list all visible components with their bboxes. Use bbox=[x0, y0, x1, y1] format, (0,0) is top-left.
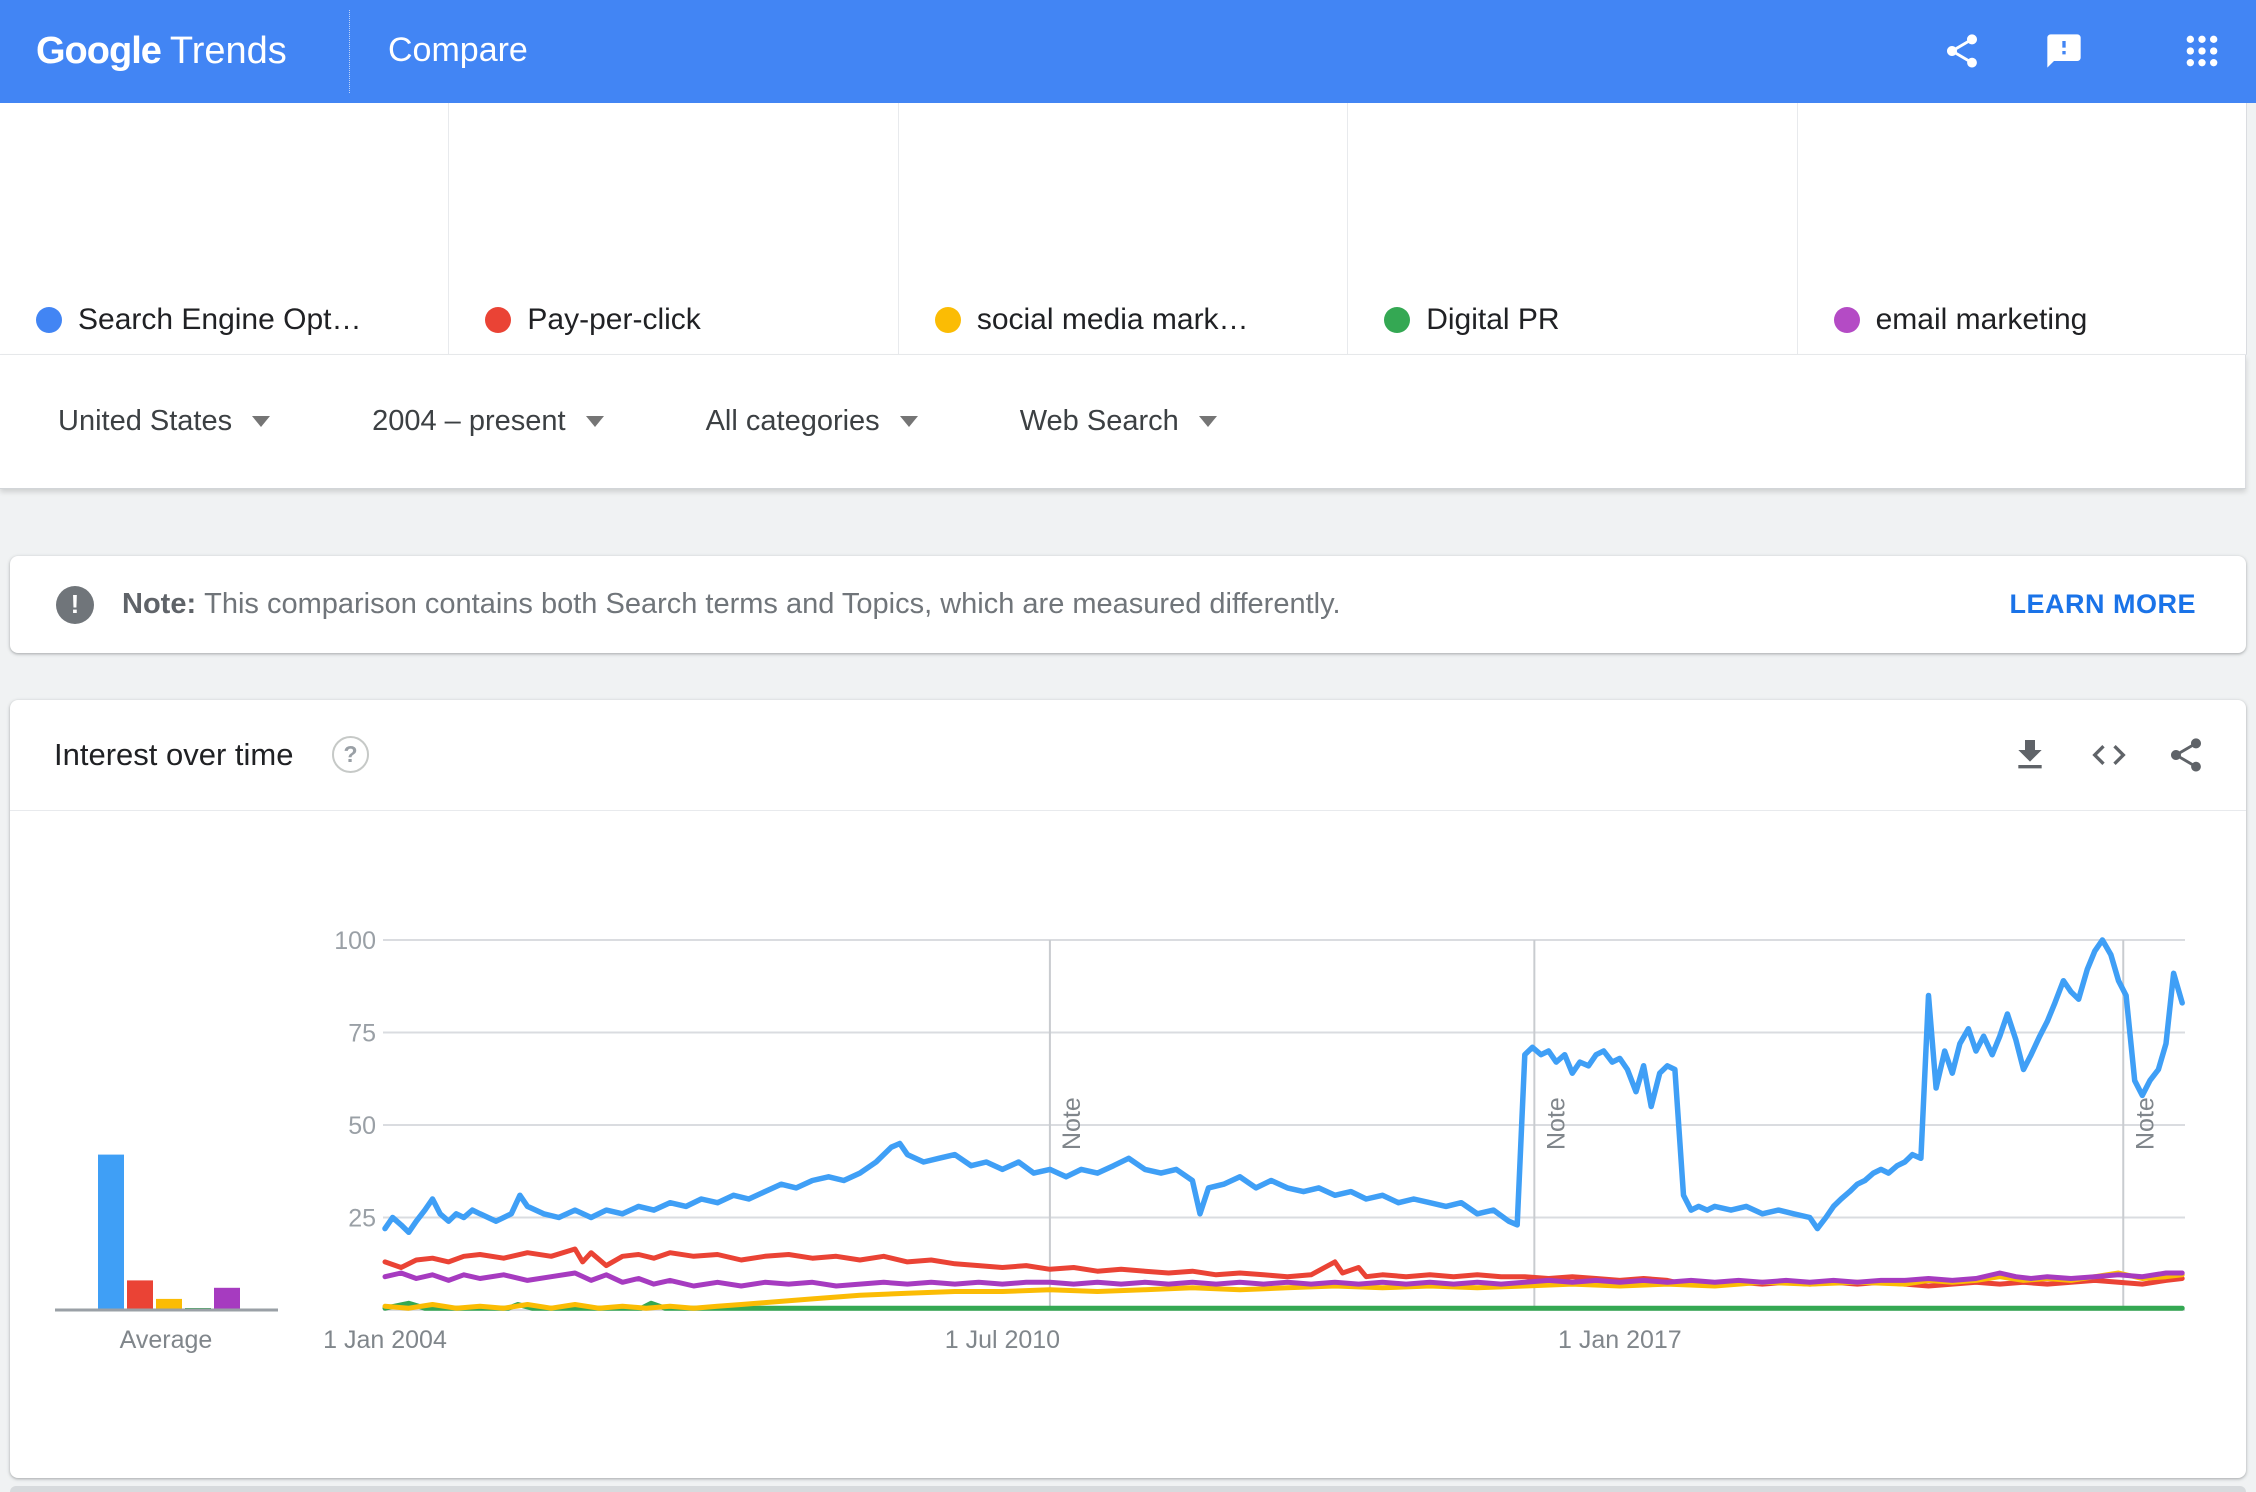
filters-row: United States 2004 – present All categor… bbox=[0, 355, 2246, 489]
chart-section-title: Interest over time bbox=[54, 737, 294, 772]
chevron-down-icon bbox=[252, 416, 271, 427]
filter-time-value: 2004 – present bbox=[372, 405, 566, 437]
chevron-down-icon bbox=[585, 416, 604, 427]
filter-category-value: All categories bbox=[705, 405, 880, 437]
share-icon[interactable] bbox=[2166, 735, 2206, 775]
comparison-terms-row: Search Engine Opt… Topic Pay-per-click T… bbox=[0, 103, 2247, 379]
term-label: Pay-per-click bbox=[527, 303, 701, 336]
term-label: social media mark… bbox=[976, 303, 1249, 336]
term-card-ppc[interactable]: Pay-per-click Topic bbox=[449, 103, 899, 379]
interest-over-time-card: Interest over time ? bbox=[10, 700, 2246, 1478]
filter-category-dropdown[interactable]: All categories bbox=[706, 405, 918, 438]
term-label: Search Engine Opt… bbox=[78, 303, 362, 336]
filter-search-type-value: Web Search bbox=[1019, 405, 1179, 437]
apps-grid-icon[interactable] bbox=[2182, 31, 2222, 71]
chevron-down-icon bbox=[899, 416, 918, 427]
logo-google-text: Google bbox=[36, 30, 162, 72]
series-color-dot bbox=[1384, 307, 1411, 333]
filter-region-dropdown[interactable]: United States bbox=[58, 405, 271, 438]
note-banner: ! Note: This comparison contains both Sea… bbox=[10, 556, 2246, 653]
share-icon[interactable] bbox=[1942, 31, 1982, 71]
embed-code-icon[interactable] bbox=[2089, 735, 2129, 775]
term-card-digital-pr[interactable]: Digital PR Topic bbox=[1348, 103, 1798, 379]
term-card-email-marketing[interactable]: email marketing Search term bbox=[1798, 103, 2246, 379]
download-icon[interactable] bbox=[2010, 735, 2050, 775]
page-title: Compare bbox=[388, 31, 528, 69]
term-card-seo[interactable]: Search Engine Opt… Topic bbox=[0, 103, 450, 379]
note-body: This comparison contains both Search ter… bbox=[204, 588, 1341, 620]
filter-region-value: United States bbox=[58, 405, 233, 437]
next-card-top-edge bbox=[10, 1486, 2246, 1492]
term-card-smm[interactable]: social media mark… Search term bbox=[899, 103, 1349, 379]
filter-time-dropdown[interactable]: 2004 – present bbox=[372, 405, 604, 438]
feedback-icon[interactable] bbox=[2044, 31, 2084, 71]
chart-card-header: Interest over time ? bbox=[10, 700, 2246, 811]
google-trends-logo[interactable]: Google Trends bbox=[36, 0, 287, 103]
series-color-dot bbox=[1833, 307, 1860, 333]
note-prefix: Note: bbox=[122, 588, 197, 620]
note-banner-text: Note: This comparison contains both Searc… bbox=[122, 588, 1341, 621]
help-icon[interactable]: ? bbox=[332, 736, 369, 773]
header-divider bbox=[349, 10, 350, 93]
term-label: Digital PR bbox=[1426, 303, 1560, 336]
filter-search-type-dropdown[interactable]: Web Search bbox=[1020, 405, 1217, 438]
series-color-dot bbox=[36, 307, 62, 333]
app-header: Google Trends Compare bbox=[0, 0, 2256, 103]
alert-circle-icon: ! bbox=[56, 585, 94, 624]
term-label: email marketing bbox=[1875, 303, 2088, 336]
learn-more-link[interactable]: LEARN MORE bbox=[2009, 589, 2196, 619]
logo-trends-text: Trends bbox=[169, 30, 287, 72]
chevron-down-icon bbox=[1198, 416, 1217, 427]
series-color-dot bbox=[485, 307, 512, 333]
series-color-dot bbox=[934, 307, 961, 333]
